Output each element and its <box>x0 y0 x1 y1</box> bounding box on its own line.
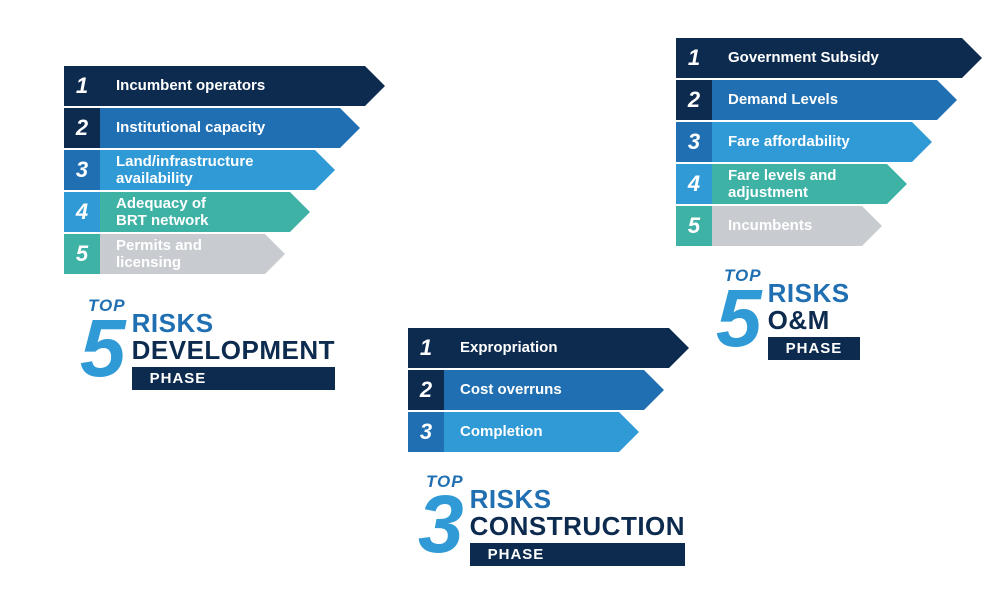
big-number: 5 <box>80 316 126 382</box>
arrow-tip-icon <box>937 80 957 120</box>
arrow-row: 4Fare levels andadjustment <box>676 164 982 204</box>
category-label: CONSTRUCTION <box>470 513 685 540</box>
arrow-tip-icon <box>962 38 982 78</box>
arrow-tip-icon <box>619 412 639 452</box>
arrow-tip-icon <box>265 234 285 274</box>
big-number: 5 <box>716 286 762 352</box>
title-om: TOP5RISKSO&MPHASE <box>716 266 860 360</box>
arrow-label: Institutional capacity <box>100 108 340 148</box>
arrow-number: 4 <box>676 164 712 204</box>
arrow-tip-icon <box>315 150 335 190</box>
arrow-tip-icon <box>290 192 310 232</box>
arrow-label: Land/infrastructureavailability <box>100 150 315 190</box>
arrow-label: Incumbents <box>712 206 862 246</box>
arrow-label: Adequacy ofBRT network <box>100 192 290 232</box>
arrow-row: 1Incumbent operators <box>64 66 385 106</box>
title-development: TOP5RISKSDEVELOPMENTPHASE <box>80 296 335 390</box>
arrow-number: 1 <box>64 66 100 106</box>
arrow-number: 1 <box>676 38 712 78</box>
phase-badge: PHASE <box>768 337 861 360</box>
risk-block-construction: 1Expropriation2Cost overruns3Completion <box>408 328 689 454</box>
arrow-row: 2Cost overruns <box>408 370 689 410</box>
arrow-number: 2 <box>676 80 712 120</box>
arrow-number: 1 <box>408 328 444 368</box>
arrow-tip-icon <box>912 122 932 162</box>
title-construction: TOP3RISKSCONSTRUCTIONPHASE <box>418 472 685 566</box>
category-label: O&M <box>768 307 861 334</box>
arrow-number: 3 <box>676 122 712 162</box>
arrow-number: 3 <box>64 150 100 190</box>
arrow-label: Completion <box>444 412 619 452</box>
arrow-tip-icon <box>340 108 360 148</box>
risks-label: RISKS <box>132 310 335 337</box>
arrow-number: 5 <box>676 206 712 246</box>
phase-badge: PHASE <box>132 367 335 390</box>
arrow-label: Demand Levels <box>712 80 937 120</box>
arrow-tip-icon <box>862 206 882 246</box>
arrow-tip-icon <box>644 370 664 410</box>
phase-badge: PHASE <box>470 543 685 566</box>
risk-block-om: 1Government Subsidy2Demand Levels3Fare a… <box>676 38 982 248</box>
category-label: DEVELOPMENT <box>132 337 335 364</box>
arrow-row: 5Permits andlicensing <box>64 234 385 274</box>
arrow-number: 3 <box>408 412 444 452</box>
arrow-label: Permits andlicensing <box>100 234 265 274</box>
big-number: 3 <box>418 492 464 558</box>
arrow-number: 4 <box>64 192 100 232</box>
arrow-row: 3Land/infrastructureavailability <box>64 150 385 190</box>
arrow-row: 2Institutional capacity <box>64 108 385 148</box>
arrow-number: 5 <box>64 234 100 274</box>
arrow-label: Expropriation <box>444 328 669 368</box>
arrow-tip-icon <box>887 164 907 204</box>
arrow-row: 4Adequacy ofBRT network <box>64 192 385 232</box>
arrow-label: Cost overruns <box>444 370 644 410</box>
arrow-label: Incumbent operators <box>100 66 365 106</box>
arrow-number: 2 <box>64 108 100 148</box>
arrow-label: Fare affordability <box>712 122 912 162</box>
arrow-row: 1Expropriation <box>408 328 689 368</box>
arrow-label: Fare levels andadjustment <box>712 164 887 204</box>
arrow-row: 1Government Subsidy <box>676 38 982 78</box>
arrow-row: 5Incumbents <box>676 206 982 246</box>
risks-label: RISKS <box>768 280 861 307</box>
risks-label: RISKS <box>470 486 685 513</box>
arrow-number: 2 <box>408 370 444 410</box>
arrow-row: 3Completion <box>408 412 689 452</box>
arrow-tip-icon <box>365 66 385 106</box>
arrow-tip-icon <box>669 328 689 368</box>
arrow-row: 3Fare affordability <box>676 122 982 162</box>
risk-block-development: 1Incumbent operators2Institutional capac… <box>64 66 385 276</box>
arrow-label: Government Subsidy <box>712 38 962 78</box>
arrow-row: 2Demand Levels <box>676 80 982 120</box>
